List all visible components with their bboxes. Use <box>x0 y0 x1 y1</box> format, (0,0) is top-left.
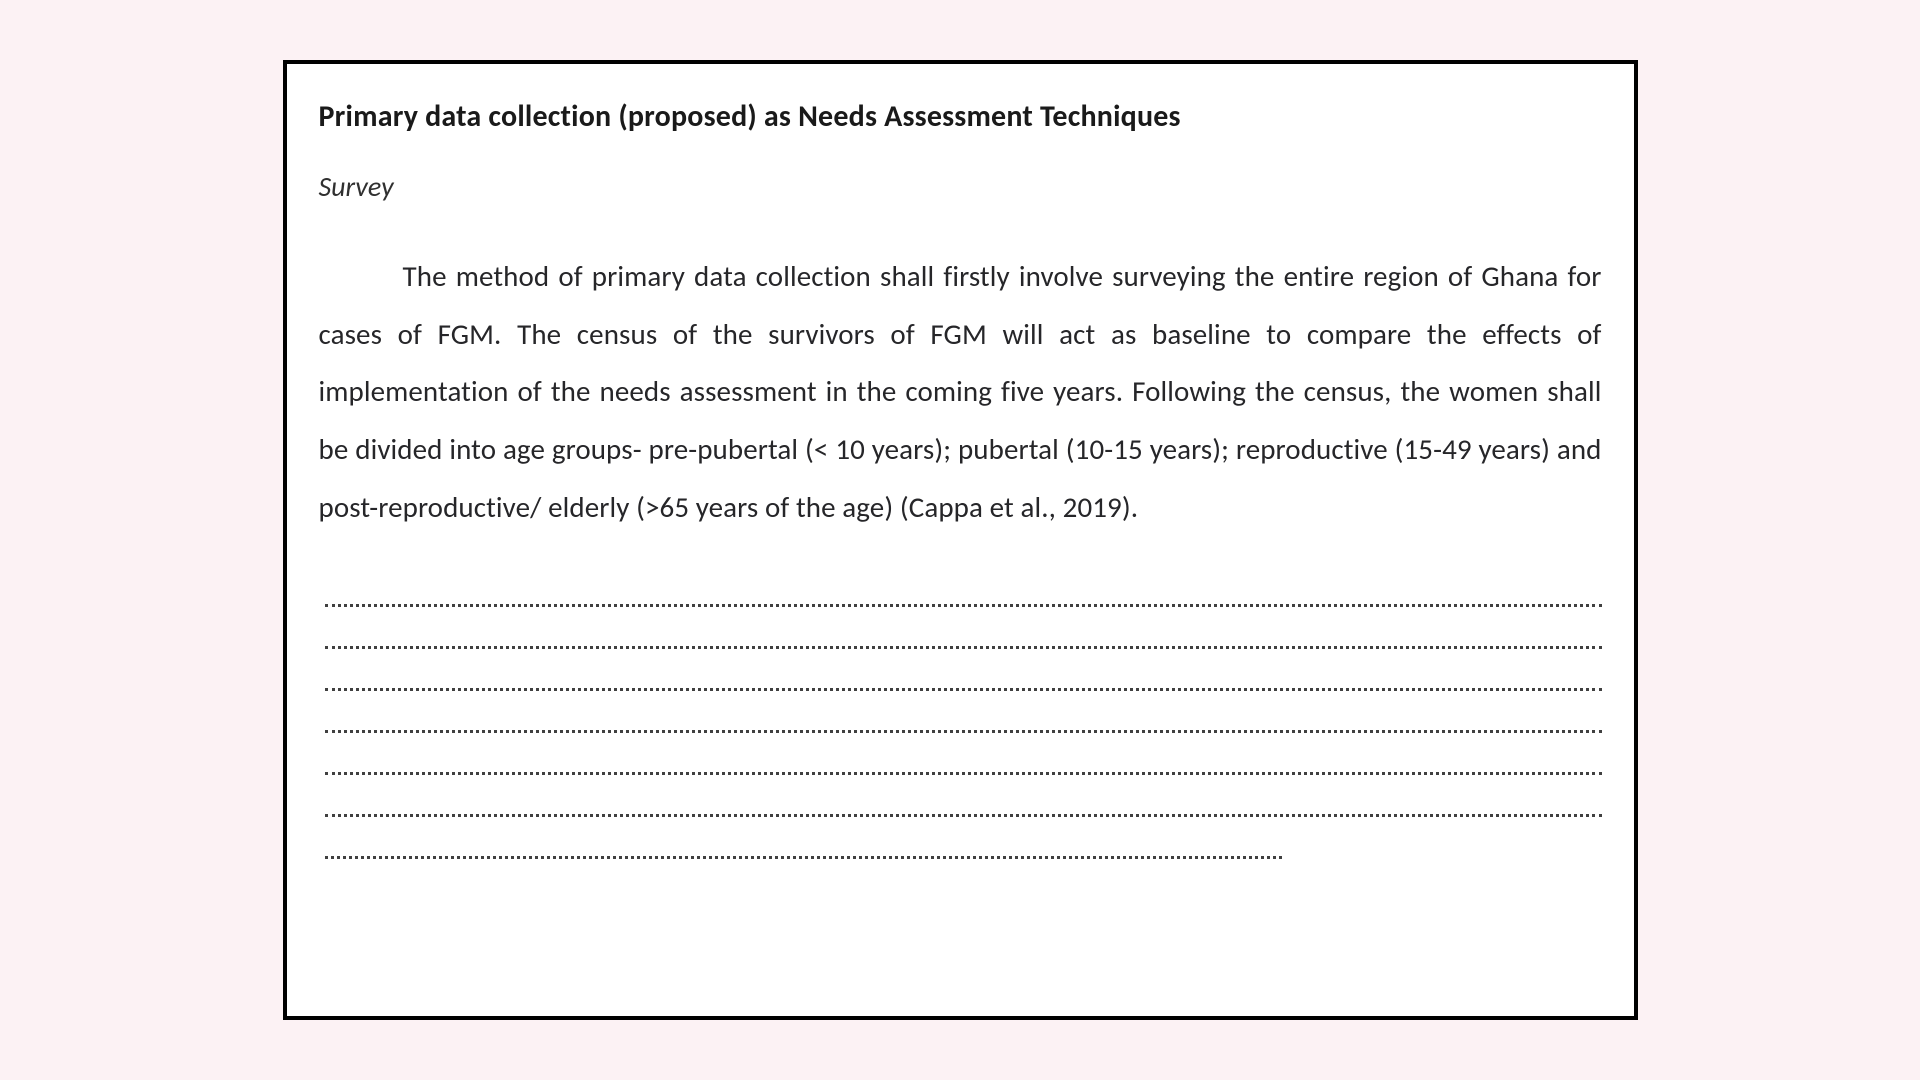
dotted-line <box>319 583 1602 625</box>
dotted-line <box>319 625 1602 667</box>
dotted-line <box>319 793 1602 835</box>
document-box: Primary data collection (proposed) as Ne… <box>283 60 1638 1020</box>
body-paragraph: The method of primary data collection sh… <box>319 248 1602 537</box>
dotted-line-short <box>319 835 1602 877</box>
dotted-line <box>319 667 1602 709</box>
section-subheading: Survey <box>319 169 1602 204</box>
page-background: Primary data collection (proposed) as Ne… <box>0 0 1920 1080</box>
dotted-line <box>319 709 1602 751</box>
blank-dotted-lines <box>319 577 1602 877</box>
dotted-line <box>319 751 1602 793</box>
section-heading: Primary data collection (proposed) as Ne… <box>319 98 1602 135</box>
